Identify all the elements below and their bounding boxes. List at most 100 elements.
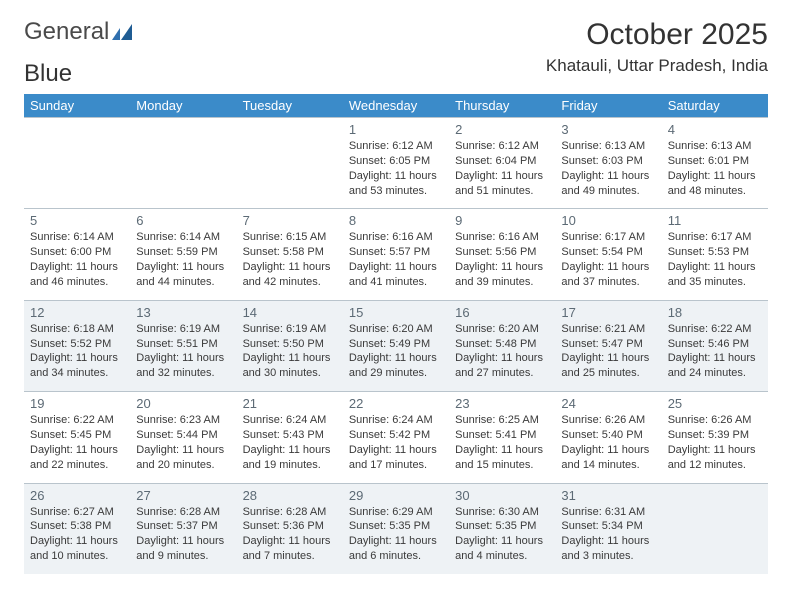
calendar-cell: 2Sunrise: 6:12 AMSunset: 6:04 PMDaylight… [449, 118, 555, 209]
day-details: Sunrise: 6:13 AMSunset: 6:01 PMDaylight:… [668, 139, 762, 198]
calendar-cell: 5Sunrise: 6:14 AMSunset: 6:00 PMDaylight… [24, 209, 130, 300]
calendar-cell: 25 Sunrise: 6:26 AMSunset: 5:39 PMDayligh… [662, 392, 768, 483]
calendar-cell: 26 Sunrise: 6:27 AMSunset: 5:38 PMDayligh… [24, 483, 130, 574]
weekday-header: Wednesday [343, 94, 449, 118]
day-number: 19 [30, 396, 124, 411]
day-number: 27 [136, 488, 230, 503]
day-number: 6 [136, 213, 230, 228]
day-details: Sunrise: 6:14 AMSunset: 6:00 PMDaylight:… [30, 230, 124, 289]
day-number: 20 [136, 396, 230, 411]
weekday-header: Thursday [449, 94, 555, 118]
day-number: 30 [455, 488, 549, 503]
weekday-header-row: SundayMondayTuesdayWednesdayThursdayFrid… [24, 94, 768, 118]
weekday-header: Saturday [662, 94, 768, 118]
calendar-cell: 6 Sunrise: 6:14 AMSunset: 5:59 PMDaylight… [130, 209, 236, 300]
day-number: 26 [30, 488, 124, 503]
day-number: 17 [561, 305, 655, 320]
location: Khatauli, Uttar Pradesh, India [546, 56, 768, 76]
day-details: Sunrise: 6:26 AMSunset: 5:39 PMDaylight:… [668, 413, 762, 472]
day-details: Sunrise: 6:25 AMSunset: 5:41 PMDaylight:… [455, 413, 549, 472]
day-details: Sunrise: 6:24 AMSunset: 5:43 PMDaylight:… [243, 413, 337, 472]
calendar-cell: 29 Sunrise: 6:29 AMSunset: 5:35 PMDayligh… [343, 483, 449, 574]
calendar-cell: 9 Sunrise: 6:16 AMSunset: 5:56 PMDaylight… [449, 209, 555, 300]
calendar-cell: 8 Sunrise: 6:16 AMSunset: 5:57 PMDaylight… [343, 209, 449, 300]
day-details: Sunrise: 6:16 AMSunset: 5:56 PMDaylight:… [455, 230, 549, 289]
calendar-cell: 24 Sunrise: 6:26 AMSunset: 5:40 PMDayligh… [555, 392, 661, 483]
calendar-cell: 27Sunrise: 6:28 AMSunset: 5:37 PMDayligh… [130, 483, 236, 574]
day-number: 15 [349, 305, 443, 320]
logo: General [24, 18, 134, 46]
day-details: Sunrise: 6:29 AMSunset: 5:35 PMDaylight:… [349, 505, 443, 564]
calendar-cell: 4 Sunrise: 6:13 AMSunset: 6:01 PMDaylight… [662, 118, 768, 209]
calendar-cell [130, 118, 236, 209]
day-number: 25 [668, 396, 762, 411]
weekday-header: Monday [130, 94, 236, 118]
day-number: 24 [561, 396, 655, 411]
logo-mark-icon [112, 24, 134, 40]
day-details: Sunrise: 6:19 AMSunset: 5:51 PMDaylight:… [136, 322, 230, 381]
calendar-cell: 16 Sunrise: 6:20 AMSunset: 5:48 PMDayligh… [449, 300, 555, 391]
day-details: Sunrise: 6:31 AMSunset: 5:34 PMDaylight:… [561, 505, 655, 564]
calendar-cell: 15 Sunrise: 6:20 AMSunset: 5:49 PMDayligh… [343, 300, 449, 391]
day-details: Sunrise: 6:22 AMSunset: 5:46 PMDaylight:… [668, 322, 762, 381]
title-block: October 2025 Khatauli, Uttar Pradesh, In… [546, 18, 768, 84]
calendar-row: 5Sunrise: 6:14 AMSunset: 6:00 PMDaylight… [24, 209, 768, 300]
day-number: 3 [561, 122, 655, 137]
day-details: Sunrise: 6:18 AMSunset: 5:52 PMDaylight:… [30, 322, 124, 381]
calendar-cell: 10Sunrise: 6:17 AMSunset: 5:54 PMDayligh… [555, 209, 661, 300]
day-details: Sunrise: 6:30 AMSunset: 5:35 PMDaylight:… [455, 505, 549, 564]
calendar-cell: 17 Sunrise: 6:21 AMSunset: 5:47 PMDayligh… [555, 300, 661, 391]
day-number: 16 [455, 305, 549, 320]
calendar-row: 26 Sunrise: 6:27 AMSunset: 5:38 PMDayligh… [24, 483, 768, 574]
calendar-table: SundayMondayTuesdayWednesdayThursdayFrid… [24, 94, 768, 574]
weekday-header: Tuesday [237, 94, 343, 118]
calendar-cell: 18 Sunrise: 6:22 AMSunset: 5:46 PMDayligh… [662, 300, 768, 391]
day-number: 31 [561, 488, 655, 503]
day-details: Sunrise: 6:21 AMSunset: 5:47 PMDaylight:… [561, 322, 655, 381]
calendar-body: 1 Sunrise: 6:12 AMSunset: 6:05 PMDaylight… [24, 118, 768, 574]
day-number: 13 [136, 305, 230, 320]
day-number: 18 [668, 305, 762, 320]
calendar-cell: 12 Sunrise: 6:18 AMSunset: 5:52 PMDayligh… [24, 300, 130, 391]
calendar-cell: 13 Sunrise: 6:19 AMSunset: 5:51 PMDayligh… [130, 300, 236, 391]
day-number: 29 [349, 488, 443, 503]
day-number: 14 [243, 305, 337, 320]
day-details: Sunrise: 6:23 AMSunset: 5:44 PMDaylight:… [136, 413, 230, 472]
weekday-header: Friday [555, 94, 661, 118]
calendar-cell: 1 Sunrise: 6:12 AMSunset: 6:05 PMDaylight… [343, 118, 449, 209]
day-number: 23 [455, 396, 549, 411]
calendar-row: 1 Sunrise: 6:12 AMSunset: 6:05 PMDaylight… [24, 118, 768, 209]
day-details: Sunrise: 6:12 AMSunset: 6:05 PMDaylight:… [349, 139, 443, 198]
day-number: 12 [30, 305, 124, 320]
day-details: Sunrise: 6:22 AMSunset: 5:45 PMDaylight:… [30, 413, 124, 472]
day-details: Sunrise: 6:20 AMSunset: 5:49 PMDaylight:… [349, 322, 443, 381]
day-details: Sunrise: 6:14 AMSunset: 5:59 PMDaylight:… [136, 230, 230, 289]
day-details: Sunrise: 6:20 AMSunset: 5:48 PMDaylight:… [455, 322, 549, 381]
calendar-cell [662, 483, 768, 574]
day-number: 28 [243, 488, 337, 503]
day-details: Sunrise: 6:28 AMSunset: 5:36 PMDaylight:… [243, 505, 337, 564]
day-details: Sunrise: 6:27 AMSunset: 5:38 PMDaylight:… [30, 505, 124, 564]
logo-text-1: General [24, 18, 109, 46]
calendar-cell: 3Sunrise: 6:13 AMSunset: 6:03 PMDaylight… [555, 118, 661, 209]
day-number: 11 [668, 213, 762, 228]
day-number: 1 [349, 122, 443, 137]
calendar-cell: 14Sunrise: 6:19 AMSunset: 5:50 PMDayligh… [237, 300, 343, 391]
day-details: Sunrise: 6:24 AMSunset: 5:42 PMDaylight:… [349, 413, 443, 472]
calendar-cell: 28 Sunrise: 6:28 AMSunset: 5:36 PMDayligh… [237, 483, 343, 574]
month-title: October 2025 [546, 18, 768, 52]
day-number: 22 [349, 396, 443, 411]
day-details: Sunrise: 6:16 AMSunset: 5:57 PMDaylight:… [349, 230, 443, 289]
weekday-header: Sunday [24, 94, 130, 118]
calendar-row: 12 Sunrise: 6:18 AMSunset: 5:52 PMDayligh… [24, 300, 768, 391]
day-details: Sunrise: 6:15 AMSunset: 5:58 PMDaylight:… [243, 230, 337, 289]
day-number: 10 [561, 213, 655, 228]
day-number: 9 [455, 213, 549, 228]
calendar-cell: 21Sunrise: 6:24 AMSunset: 5:43 PMDayligh… [237, 392, 343, 483]
day-details: Sunrise: 6:17 AMSunset: 5:53 PMDaylight:… [668, 230, 762, 289]
calendar-cell: 11 Sunrise: 6:17 AMSunset: 5:53 PMDayligh… [662, 209, 768, 300]
day-number: 8 [349, 213, 443, 228]
calendar-cell: 30 Sunrise: 6:30 AMSunset: 5:35 PMDayligh… [449, 483, 555, 574]
day-details: Sunrise: 6:26 AMSunset: 5:40 PMDaylight:… [561, 413, 655, 472]
day-number: 4 [668, 122, 762, 137]
